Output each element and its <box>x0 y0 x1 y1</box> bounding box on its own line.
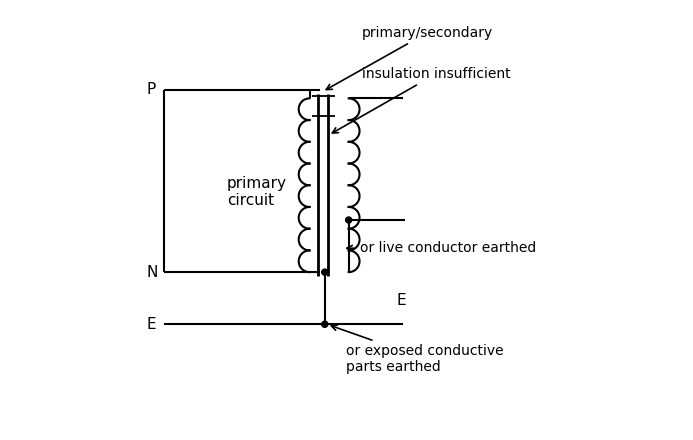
Circle shape <box>322 321 328 327</box>
Text: E: E <box>147 317 157 332</box>
Text: primary/secondary: primary/secondary <box>326 26 493 90</box>
Text: N: N <box>147 264 158 280</box>
Text: P: P <box>147 82 156 97</box>
Circle shape <box>322 269 328 275</box>
Text: primary
circuit: primary circuit <box>227 176 287 208</box>
Text: or live conductor earthed: or live conductor earthed <box>346 241 536 255</box>
Text: or exposed conductive
parts earthed: or exposed conductive parts earthed <box>331 325 504 374</box>
Text: insulation insufficient: insulation insufficient <box>332 67 510 133</box>
Circle shape <box>346 217 352 223</box>
Text: E: E <box>396 293 406 308</box>
